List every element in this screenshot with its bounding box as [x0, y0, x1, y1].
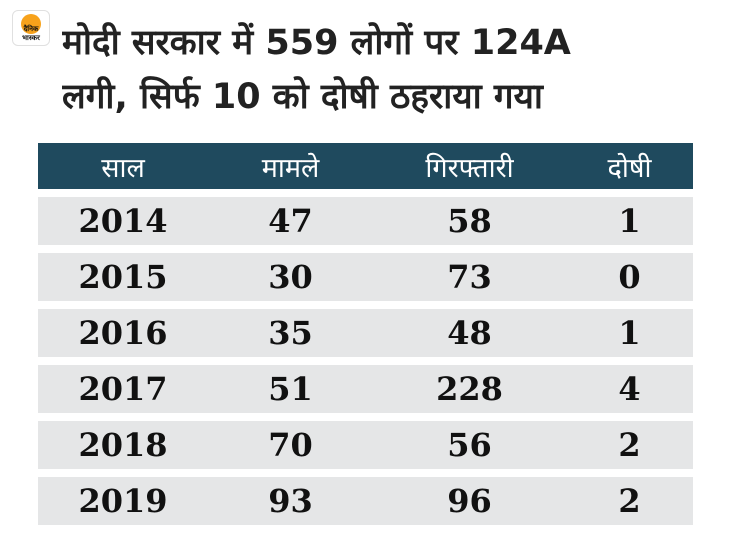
cell-convicted: 0 — [618, 258, 641, 296]
logo-text-line2: भास्कर — [22, 34, 40, 42]
cell-convicted: 4 — [618, 370, 641, 408]
cell-arrests: 58 — [447, 202, 492, 240]
cell-year: 2016 — [78, 314, 168, 352]
cell-cases: 35 — [268, 314, 313, 352]
table-row: 2018 70 56 2 — [38, 421, 693, 469]
table-header: साल मामले गिरफ्तारी दोषी — [38, 143, 693, 189]
header-cell-cases: मामले — [261, 152, 320, 184]
cell-convicted: 2 — [618, 426, 641, 464]
cell-arrests: 56 — [447, 426, 492, 464]
cell-convicted: 2 — [618, 482, 641, 520]
data-table: साल मामले गिरफ्तारी दोषी 2014 47 58 1 20… — [38, 143, 693, 525]
cell-cases: 70 — [268, 426, 313, 464]
cell-year: 2018 — [78, 426, 168, 464]
cell-year: 2014 — [78, 202, 168, 240]
header-cell-convicted: दोषी — [607, 152, 652, 184]
cell-convicted: 1 — [618, 314, 641, 352]
cell-arrests: 73 — [447, 258, 492, 296]
table-row: 2019 93 96 2 — [38, 477, 693, 525]
headline-line2: लगी, सिर्फ 10 को दोषी ठहराया गया — [62, 77, 543, 117]
cell-cases: 93 — [268, 482, 313, 520]
table-row: 2016 35 48 1 — [38, 309, 693, 357]
table-row: 2017 51 228 4 — [38, 365, 693, 413]
dainik-bhaskar-logo: दैनिक भास्कर — [12, 10, 50, 46]
table-row: 2015 30 73 0 — [38, 253, 693, 301]
logo-sun-icon — [21, 14, 41, 34]
cell-cases: 47 — [268, 202, 313, 240]
headline: मोदी सरकार में 559 लोगों पर 124A लगी, सि… — [62, 16, 717, 124]
cell-year: 2015 — [78, 258, 168, 296]
cell-year: 2017 — [78, 370, 168, 408]
table-row: 2014 47 58 1 — [38, 197, 693, 245]
logo-text-line1: दैनिक — [23, 25, 39, 33]
cell-cases: 30 — [268, 258, 313, 296]
cell-arrests: 228 — [436, 370, 503, 408]
headline-line1: मोदी सरकार में 559 लोगों पर 124A — [62, 23, 571, 63]
cell-arrests: 96 — [447, 482, 492, 520]
header-cell-arrests: गिरफ्तारी — [425, 152, 514, 184]
header-cell-year: साल — [101, 152, 145, 184]
cell-cases: 51 — [268, 370, 313, 408]
cell-convicted: 1 — [618, 202, 641, 240]
cell-year: 2019 — [78, 482, 168, 520]
cell-arrests: 48 — [447, 314, 492, 352]
